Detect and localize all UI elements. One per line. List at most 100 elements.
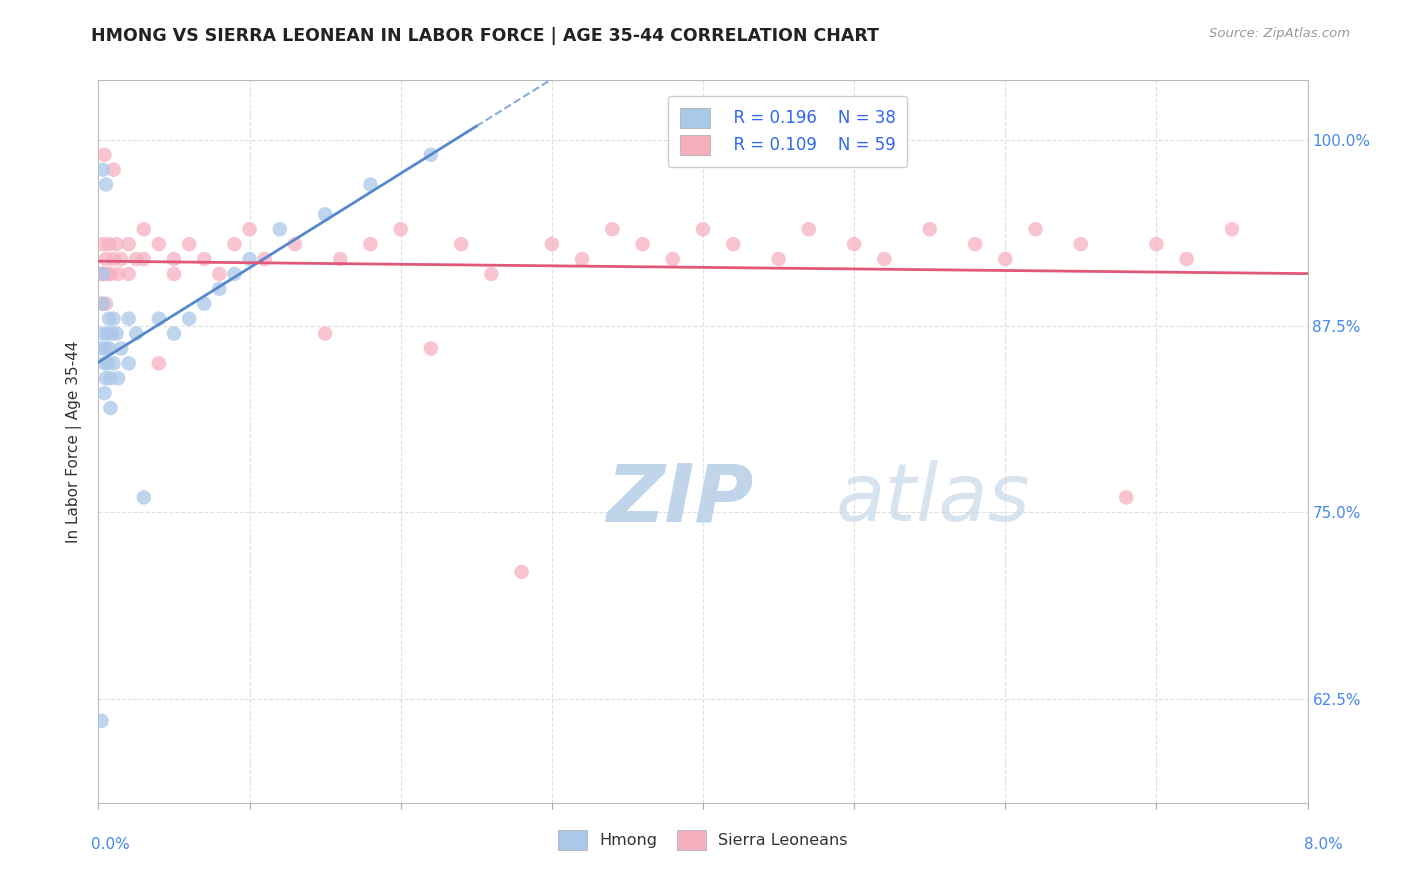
Point (132, 222, 155, 236)
Point (132, 491, 155, 505)
Point (1146, 237, 1168, 252)
Point (100, 267, 122, 281)
Point (179, 237, 201, 252)
Point (193, 252, 215, 266)
Point (481, 267, 503, 281)
Point (94, 297, 117, 311)
Point (90, 267, 112, 281)
Point (723, 237, 745, 252)
Point (1070, 237, 1092, 252)
Point (91, 267, 114, 281)
Point (420, 342, 443, 356)
Legend: Hmong, Sierra Leoneans: Hmong, Sierra Leoneans (551, 824, 855, 856)
Point (91, 326, 114, 341)
Point (118, 237, 141, 252)
Point (661, 252, 683, 266)
Point (94, 371, 117, 385)
Point (844, 237, 866, 252)
Point (602, 222, 624, 236)
Point (692, 222, 714, 236)
Point (110, 342, 132, 356)
Point (1175, 252, 1198, 266)
Point (107, 267, 129, 281)
Point (510, 565, 533, 579)
Point (94, 252, 117, 266)
Point (93, 148, 115, 162)
Point (148, 237, 170, 252)
Point (965, 237, 987, 252)
Point (105, 326, 128, 341)
Point (450, 237, 472, 252)
Point (873, 252, 896, 266)
Point (239, 222, 262, 236)
Point (284, 237, 307, 252)
Point (224, 267, 246, 281)
Text: 8.0%: 8.0% (1303, 837, 1343, 852)
Point (132, 252, 155, 266)
Point (631, 237, 654, 252)
Point (540, 237, 562, 252)
Point (103, 252, 125, 266)
Point (96, 356, 118, 370)
Point (797, 222, 820, 236)
Point (163, 326, 186, 341)
Point (103, 311, 125, 326)
Point (269, 222, 291, 236)
Text: 0.0%: 0.0% (91, 837, 131, 852)
Point (91, 237, 114, 252)
Point (118, 356, 141, 370)
Point (96, 326, 118, 341)
Point (98, 237, 121, 252)
Point (208, 282, 231, 296)
Point (360, 178, 382, 192)
Point (107, 371, 129, 385)
Point (90, 297, 112, 311)
Point (125, 252, 148, 266)
Point (103, 162, 125, 177)
Point (118, 311, 141, 326)
Point (224, 237, 246, 252)
Point (193, 297, 215, 311)
Point (93, 386, 115, 401)
Point (1220, 222, 1243, 236)
Point (329, 252, 352, 266)
Point (100, 401, 122, 415)
Point (103, 356, 125, 370)
Point (101, 326, 124, 341)
Point (179, 311, 201, 326)
Point (314, 326, 336, 341)
Point (91, 297, 114, 311)
Point (208, 267, 231, 281)
Text: Source: ZipAtlas.com: Source: ZipAtlas.com (1209, 27, 1350, 40)
Point (163, 252, 186, 266)
Point (100, 371, 122, 385)
Point (768, 252, 790, 266)
Point (98, 311, 121, 326)
Point (125, 326, 148, 341)
Point (118, 267, 141, 281)
Point (163, 267, 186, 281)
Point (96, 267, 118, 281)
Point (148, 356, 170, 370)
Point (110, 252, 132, 266)
Point (91, 267, 114, 281)
Point (253, 252, 276, 266)
Point (420, 148, 443, 162)
Point (105, 237, 128, 252)
Point (93, 356, 115, 370)
Point (239, 252, 262, 266)
Point (918, 222, 941, 236)
Point (94, 178, 117, 192)
Point (994, 252, 1017, 266)
Text: atlas: atlas (837, 460, 1031, 539)
Text: HMONG VS SIERRA LEONEAN IN LABOR FORCE | AGE 35-44 CORRELATION CHART: HMONG VS SIERRA LEONEAN IN LABOR FORCE |… (91, 27, 879, 45)
Text: ZIP: ZIP (606, 460, 754, 539)
Point (148, 311, 170, 326)
Point (90, 342, 112, 356)
Y-axis label: In Labor Force | Age 35-44: In Labor Force | Age 35-44 (66, 341, 83, 542)
Point (360, 237, 382, 252)
Point (571, 252, 593, 266)
Point (1115, 491, 1137, 505)
Point (94, 342, 117, 356)
Point (91, 162, 114, 177)
